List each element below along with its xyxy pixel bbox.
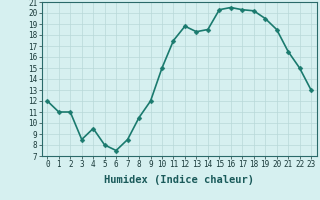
- X-axis label: Humidex (Indice chaleur): Humidex (Indice chaleur): [104, 175, 254, 185]
